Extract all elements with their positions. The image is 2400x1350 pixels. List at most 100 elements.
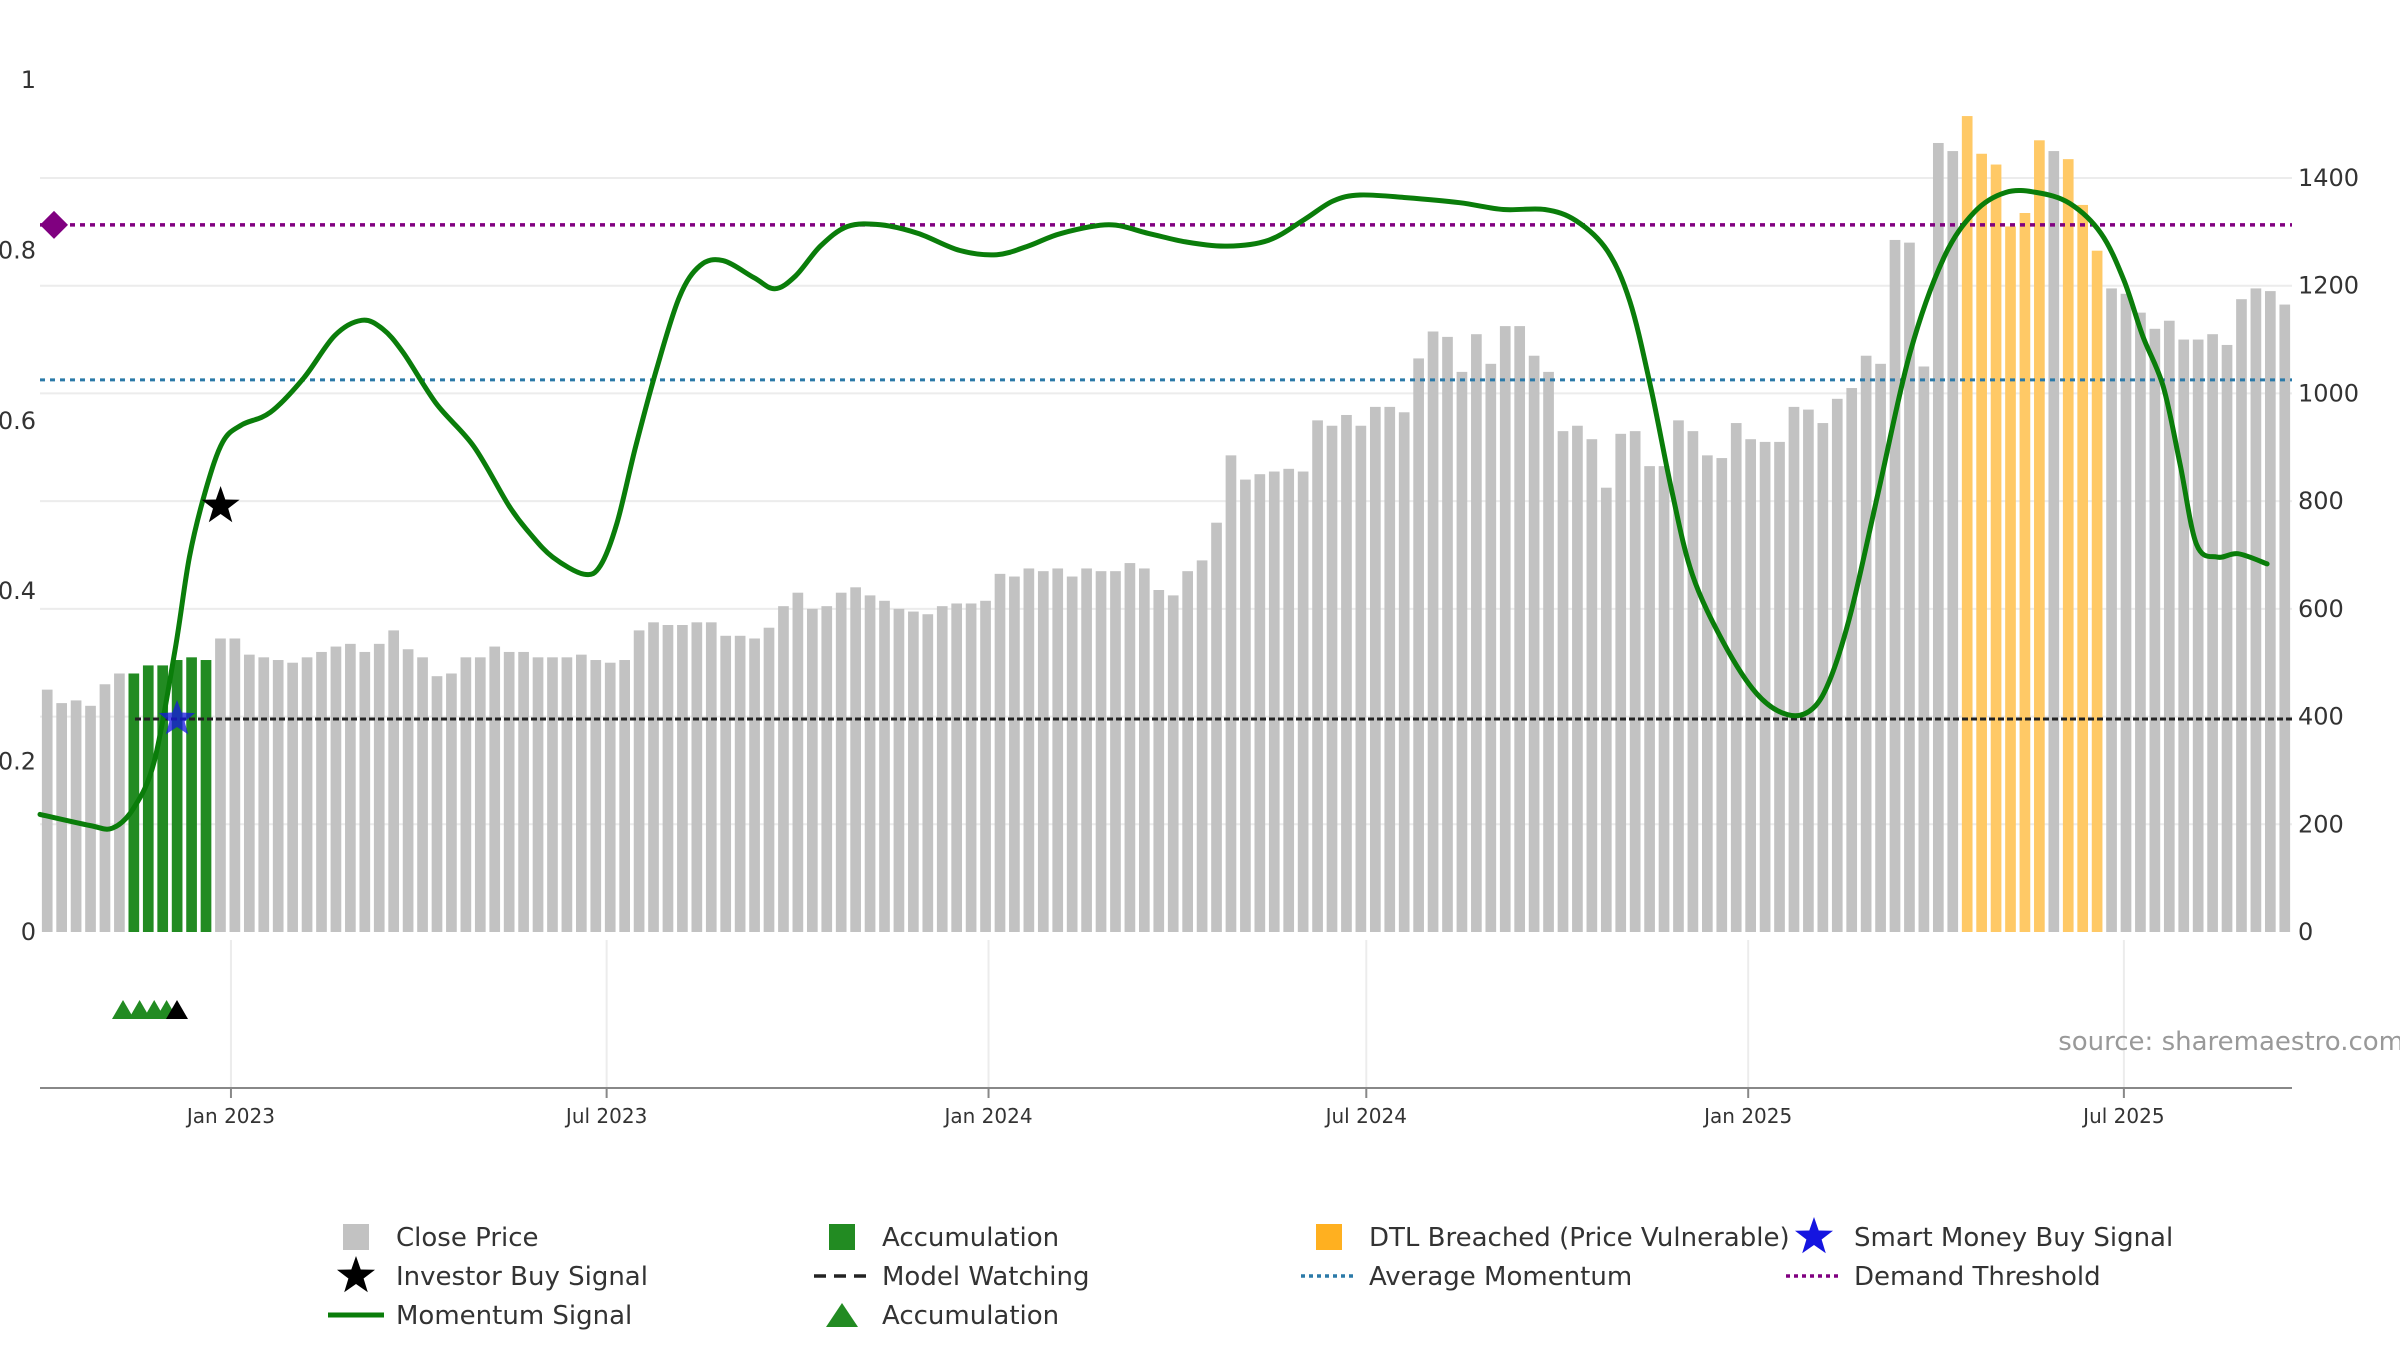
legend-close-price-swatch — [343, 1224, 369, 1250]
close-price-bar — [215, 638, 226, 932]
accumulation-bar — [157, 665, 169, 932]
dtl-breached-bar — [2005, 226, 2016, 933]
legend-label: Momentum Signal — [396, 1301, 632, 1331]
legend-label: DTL Breached (Price Vulnerable) — [1369, 1223, 1790, 1253]
close-price-bar — [1211, 522, 1222, 932]
close-price-bar — [922, 614, 934, 932]
close-price-bar — [2221, 344, 2233, 933]
legend-accumulation-swatch — [829, 1224, 855, 1250]
close-price-bar — [1009, 576, 1020, 932]
left-axis-tick: 1 — [21, 66, 36, 94]
close-price-bar — [1846, 388, 1858, 932]
close-price-bar — [648, 622, 659, 932]
legend-label: Average Momentum — [1369, 1262, 1632, 1292]
close-price-bar — [1629, 431, 1641, 932]
right-axis-tick: 200 — [2298, 810, 2344, 838]
smart-money-buy-signal-star — [158, 700, 196, 735]
close-price-bar — [330, 646, 342, 932]
close-price-bar — [1817, 423, 1829, 932]
axes: 0 0.2 0.4 0.6 0.8 1 0 200 400 600 800 1000 1200 1400 J… — [0, 66, 2359, 1128]
close-price-bar — [1326, 425, 1338, 932]
close-price-bar — [1066, 576, 1078, 932]
close-price-bar — [1283, 468, 1295, 932]
left-axis-tick: 0.2 — [0, 748, 36, 776]
close-price-bar — [576, 654, 587, 932]
close-price-bar — [1167, 595, 1179, 932]
left-axis-tick: 0.6 — [0, 407, 36, 435]
close-price-bar — [561, 657, 573, 932]
legend-investor-star — [337, 1256, 375, 1293]
close-price-bar — [417, 657, 428, 932]
legend: Close Price Accumulation DTL Breached (Pri… — [328, 1217, 2173, 1331]
close-price-bar — [1557, 431, 1569, 932]
x-axis-tick-label: Jul 2023 — [564, 1104, 647, 1128]
legend-label: Close Price — [396, 1223, 539, 1253]
right-axis-tick: 1200 — [2298, 272, 2359, 300]
legend-label: Model Watching — [882, 1262, 1089, 1292]
legend-label: Accumulation — [882, 1223, 1059, 1253]
close-price-bar — [994, 573, 1006, 932]
close-price-bar — [1860, 355, 1872, 933]
close-price-bar — [503, 651, 515, 932]
close-price-bar — [1110, 571, 1121, 932]
close-price-bar — [633, 630, 645, 932]
accumulation-bar — [186, 657, 197, 932]
left-axis-tick: 0 — [21, 918, 36, 946]
close-price-bar — [431, 676, 443, 932]
close-price-bar — [359, 651, 371, 932]
close-price-bar — [2279, 304, 2291, 932]
close-price-bar — [1037, 571, 1049, 932]
close-price-bar — [1716, 458, 1728, 932]
close-price-bar — [1225, 455, 1237, 932]
legend-label: Demand Threshold — [1854, 1262, 2101, 1292]
dtl-breached-bar — [2019, 213, 2031, 932]
close-price-bar — [1369, 406, 1381, 932]
close-price-bar — [474, 657, 486, 932]
close-price-bar — [243, 654, 255, 932]
close-price-bar — [1384, 406, 1396, 932]
close-price-bar — [1153, 590, 1165, 932]
close-price-bar — [1240, 479, 1251, 932]
close-price-bar — [547, 657, 558, 932]
close-price-bar — [1427, 331, 1439, 932]
close-price-bar — [388, 630, 400, 932]
close-price-bar — [373, 643, 385, 932]
dtl-breached-bar — [1961, 116, 1973, 932]
close-price-bar — [1499, 326, 1511, 932]
legend-label: Smart Money Buy Signal — [1854, 1223, 2173, 1253]
close-price-bar — [1543, 371, 1554, 932]
legend-dtl-breached-swatch — [1316, 1224, 1342, 1250]
close-price-bar — [619, 660, 630, 932]
close-price-bar — [1023, 568, 1035, 932]
close-price-bar — [1139, 568, 1150, 932]
x-axis-tick-label: Jan 2024 — [942, 1104, 1032, 1128]
signal-markers — [112, 486, 240, 1019]
left-axis-tick: 0.8 — [0, 236, 36, 264]
x-axis-tick-label: Jul 2024 — [1324, 1104, 1407, 1128]
close-price-bar — [1615, 433, 1627, 932]
close-price-bar — [980, 600, 991, 932]
dtl-breached-bar — [1990, 164, 2002, 933]
price-bars — [41, 116, 2291, 933]
close-price-bar — [749, 638, 760, 932]
investor-buy-signal-star — [201, 486, 240, 523]
close-price-bar — [734, 635, 746, 932]
close-price-bar — [806, 608, 818, 932]
close-price-bar — [763, 627, 775, 932]
close-price-bar — [850, 587, 861, 932]
close-price-bar — [2250, 288, 2262, 932]
close-price-bar — [1471, 334, 1482, 932]
close-price-bar — [287, 662, 298, 932]
accumulation-bar — [200, 660, 212, 932]
close-price-bar — [662, 625, 674, 932]
close-price-bar — [85, 705, 96, 932]
close-price-bar — [1803, 409, 1814, 933]
right-axis-tick: 800 — [2298, 487, 2344, 515]
close-price-bar — [1442, 336, 1453, 932]
close-price-bar — [1932, 142, 1944, 933]
close-price-bar — [893, 608, 905, 932]
close-price-bar — [1196, 560, 1208, 932]
right-axis-tick: 0 — [2298, 918, 2313, 946]
close-price-bar — [258, 657, 270, 932]
